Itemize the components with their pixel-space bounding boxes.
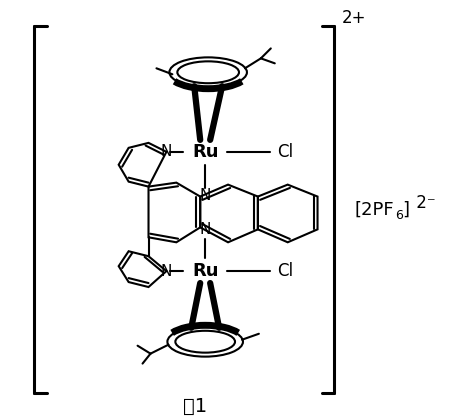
Text: Cl: Cl [277, 143, 293, 161]
Text: N: N [161, 264, 172, 279]
Text: 式1: 式1 [183, 397, 207, 416]
Text: Cl: Cl [277, 262, 293, 280]
Text: [2PF: [2PF [355, 200, 394, 218]
Text: 2⁻: 2⁻ [411, 194, 436, 212]
Text: N: N [200, 188, 211, 203]
Text: 6: 6 [395, 209, 403, 222]
Text: ]: ] [402, 200, 409, 218]
Text: Ru: Ru [192, 143, 219, 161]
Text: Ru: Ru [192, 262, 219, 280]
Text: N: N [161, 144, 172, 159]
Text: N: N [200, 222, 211, 237]
Text: 2+: 2+ [342, 9, 366, 26]
